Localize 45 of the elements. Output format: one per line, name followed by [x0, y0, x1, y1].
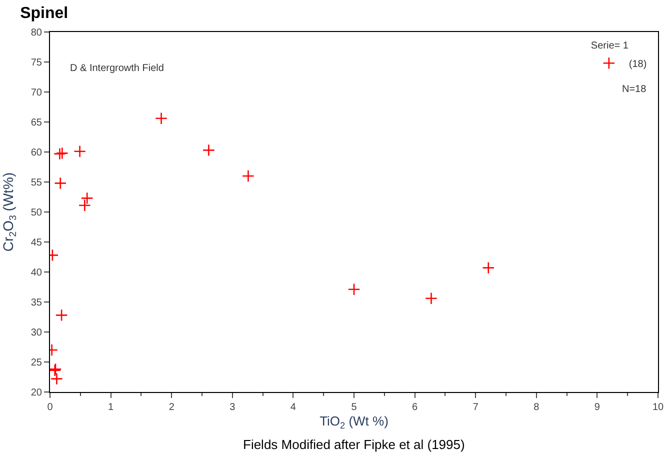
point [348, 283, 360, 296]
x-tick-label: 10 [652, 402, 664, 413]
y-tick-label: 75 [30, 58, 42, 68]
y-tick-label: 80 [30, 28, 42, 38]
text: Fields Modified after Fipke et al (1995) [243, 437, 465, 452]
point [242, 170, 254, 182]
point [482, 262, 495, 274]
annotation: D & Intergrowth Field [70, 63, 164, 74]
x-tick-label: 6 [412, 402, 418, 413]
point [50, 372, 63, 386]
y-tick-label: 50 [30, 208, 42, 218]
x-tick-label: 3 [230, 402, 236, 413]
y-tick-label: 40 [30, 268, 42, 278]
point [53, 148, 66, 160]
y-tick-label: 45 [30, 238, 42, 248]
point [424, 292, 438, 305]
point [74, 145, 86, 158]
point [56, 146, 68, 160]
chart-title: Spinel [20, 5, 68, 22]
y-tick-label: 65 [30, 118, 42, 128]
legend-title: Serie= 1 [590, 40, 629, 52]
x-tick-label: 1 [108, 402, 114, 413]
y-tick-label: 30 [30, 328, 42, 338]
y-tick-label: 70 [30, 88, 42, 98]
annotation: N=18 [622, 84, 647, 95]
x-axis-title: TiO$_{2}$ (Wt %) [320, 414, 388, 430]
x-tick-label: 5 [351, 402, 358, 413]
x-tick-label: 9 [594, 402, 600, 413]
y-tick-label: 20 [30, 388, 42, 398]
point [78, 199, 91, 212]
x-tick-label: 0 [47, 402, 54, 413]
point [54, 176, 67, 190]
point [202, 144, 215, 156]
x-tick-label: 2 [168, 402, 175, 413]
x-tick-label: 7 [472, 402, 479, 413]
y-tick-label: 25 [30, 358, 42, 368]
point [155, 112, 168, 125]
point [55, 308, 68, 322]
x-tick-label: 8 [534, 402, 540, 413]
legend-label: (18) [628, 59, 647, 70]
y-tick-label: 55 [30, 178, 42, 188]
y-tick-label: 35 [30, 298, 42, 308]
x-tick-label: 4 [290, 402, 296, 413]
y-tick-label: 60 [30, 148, 42, 158]
point [80, 192, 94, 204]
